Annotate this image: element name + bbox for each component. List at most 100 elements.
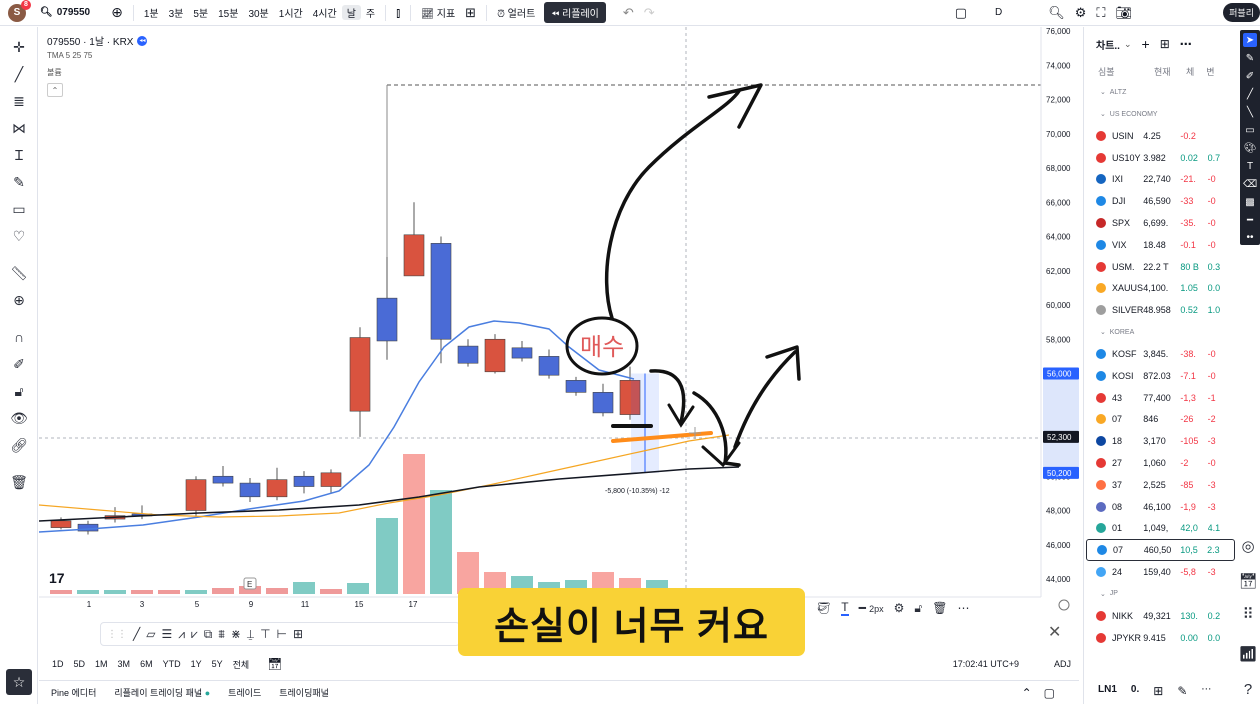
range-1m[interactable]: 1M xyxy=(95,659,108,669)
watchlist-row[interactable]: VIX 18.48 -0.1 -0 xyxy=(1084,234,1235,256)
text-icon[interactable]: T xyxy=(1246,160,1254,172)
interval-30m[interactable]: 30분 xyxy=(248,9,269,20)
grid-tool-icon[interactable]: ⊞ xyxy=(292,627,304,641)
range-ytd[interactable]: YTD xyxy=(162,659,181,669)
help-icon[interactable]: ? xyxy=(1243,680,1253,698)
footer-symbol[interactable]: LN1 xyxy=(1098,684,1117,695)
col-symbol[interactable]: 심볼 xyxy=(1098,66,1115,77)
zoom-in-icon[interactable]: ⊕ xyxy=(13,291,25,308)
brush-icon[interactable]: ╲ xyxy=(1246,106,1254,118)
range-5d[interactable]: 5D xyxy=(73,659,86,669)
publish-button[interactable]: 퍼블리 xyxy=(1223,3,1260,22)
layout-icon[interactable]: ▢ xyxy=(954,4,967,20)
brush-icon[interactable]: ✎ xyxy=(13,173,25,190)
footer-grid-icon[interactable]: ⊞ xyxy=(1153,684,1164,698)
target-icon[interactable]: ◎ xyxy=(1241,538,1255,555)
settings-icon[interactable]: ⚙ xyxy=(893,601,905,615)
close-toolbar-icon[interactable]: ✕ xyxy=(1048,624,1062,641)
pointer-icon[interactable]: ➤ xyxy=(1243,33,1257,47)
favorites-star-icon[interactable]: ☆ xyxy=(6,669,32,695)
xabcd-tool-icon[interactable]: ⋇ xyxy=(230,627,241,641)
date-range-icon[interactable]: ⊢ xyxy=(276,627,287,641)
lock-drawing-icon[interactable]: 🔓︎ xyxy=(914,600,923,615)
wave-tool-icon[interactable]: ⩘ xyxy=(178,626,186,641)
interval-week[interactable]: 주 xyxy=(365,9,376,20)
section-jp[interactable]: ⌄ JP xyxy=(1100,590,1118,598)
watchlist-row[interactable]: SILVER 48.958 0.52 1.0 xyxy=(1084,299,1235,321)
candle-body[interactable] xyxy=(484,338,506,373)
range-1y[interactable]: 1Y xyxy=(190,659,202,669)
candle-body[interactable] xyxy=(457,345,479,364)
trash-icon[interactable]: 🗑︎ xyxy=(10,473,28,490)
compare-add-icon[interactable]: ⊕ xyxy=(111,4,123,20)
clock-readout[interactable]: 17:02:41 UTC+9 xyxy=(952,659,1019,669)
interval-1h[interactable]: 1시간 xyxy=(278,9,303,20)
line-icon[interactable]: ╱ xyxy=(1246,88,1254,100)
candle-body[interactable] xyxy=(185,479,207,511)
watchlist-row[interactable]: IXI 22,740 -21. -0 xyxy=(1084,169,1235,191)
tab-pine-editor[interactable]: Pine 에디터 xyxy=(51,688,97,698)
eraser-icon[interactable]: ⌫ xyxy=(1242,178,1258,190)
gann-tool-icon[interactable]: ⩩ xyxy=(218,626,225,641)
col-price[interactable]: 현재 xyxy=(1154,66,1171,77)
pattern-icon[interactable]: ⋈ xyxy=(12,119,26,136)
calendar-icon[interactable]: 📅︎ xyxy=(1238,573,1258,590)
interval-3m[interactable]: 3분 xyxy=(168,9,184,20)
broadcast-icon[interactable]: 📶︎ xyxy=(1238,646,1258,663)
drag-handle-icon[interactable]: ⋮⋮ xyxy=(107,628,127,640)
footer-edit-icon[interactable]: ✎ xyxy=(1177,684,1188,698)
earnings-marker[interactable] xyxy=(243,577,257,590)
timeframe-selector[interactable]: D xyxy=(994,7,1003,18)
symbol-search[interactable]: 🔍︎ 079550 xyxy=(40,7,90,18)
settings-gear-icon[interactable]: ⚙ xyxy=(1074,4,1087,20)
fullscreen-icon[interactable]: ⛶ xyxy=(1096,4,1106,20)
candle-body[interactable] xyxy=(50,520,72,528)
quick-search-icon[interactable]: 🔍︎ xyxy=(1048,4,1065,20)
stroke-width-icon[interactable]: ━ xyxy=(1246,214,1254,226)
eye-icon[interactable]: 👁︎ xyxy=(10,409,28,426)
legend-volume[interactable]: 볼륨 xyxy=(47,68,62,77)
marker-icon[interactable]: ✐ xyxy=(1245,70,1255,82)
candle-body[interactable] xyxy=(430,243,452,340)
section-altz[interactable]: ⌄ ALTZ xyxy=(1100,88,1127,97)
watchlist-row[interactable]: 07 846 -26 -2 xyxy=(1084,409,1235,431)
measure-tool-icon[interactable]: ⊤ xyxy=(260,627,271,641)
undo-icon[interactable]: ↶ xyxy=(622,4,634,20)
camera-icon[interactable]: 📷︎ xyxy=(1115,4,1133,20)
watchlist-row[interactable]: 18 3,170 -105 -3 xyxy=(1084,430,1235,452)
interval-day[interactable]: 날 xyxy=(341,5,361,20)
more-icon[interactable]: ⋯ xyxy=(957,601,970,615)
pencil-lock-icon[interactable]: ✐ xyxy=(13,355,25,372)
zigzag-tool-icon[interactable]: ⩗ xyxy=(191,626,198,641)
adjust-toggle[interactable]: ADJ xyxy=(1053,659,1071,669)
rectangle-icon[interactable]: ▭ xyxy=(1245,124,1255,136)
footer-more-icon[interactable]: ⋯ xyxy=(1201,684,1212,695)
watchlist-row[interactable]: JPYKR 9.415 0.00 0.0 xyxy=(1084,627,1235,649)
fib-lines-icon[interactable]: ≣ xyxy=(13,92,25,109)
price-chart[interactable]: 76,000 74,000 72,000 70,000 68,000 66,000 64,0… xyxy=(39,27,1079,617)
candle-body[interactable] xyxy=(619,380,641,415)
range-6m[interactable]: 6M xyxy=(140,659,153,669)
table-view-icon[interactable]: ⊞ xyxy=(1159,37,1170,51)
watchlist-row[interactable]: SPX 6,699. -35. -0 xyxy=(1084,212,1235,234)
col-change[interactable]: 체 xyxy=(1186,66,1195,77)
line-tool-icon[interactable]: ╱ xyxy=(133,627,141,641)
section-us-economy[interactable]: ⌄ US ECONOMY xyxy=(1100,110,1158,119)
pattern-fill-icon[interactable]: ▩ xyxy=(1245,196,1255,208)
watchlist-row[interactable]: US10Y 3.982 0.02 0.7 xyxy=(1084,147,1235,169)
tab-replay-panel[interactable]: 리플레이 트레이딩 패널 ● xyxy=(114,686,210,699)
candle-body[interactable] xyxy=(349,337,371,412)
delete-drawing-icon[interactable]: 🗑︎ xyxy=(932,601,948,615)
palette-icon[interactable]: 🎨︎ xyxy=(1243,142,1257,154)
candle-body[interactable] xyxy=(511,347,533,359)
watchlist-row[interactable]: USIN 4.25 -0.2 xyxy=(1084,125,1235,147)
range-all[interactable]: 전체 xyxy=(232,659,250,670)
candle-body[interactable] xyxy=(538,356,560,376)
candle-type-icon[interactable]: ⫾ xyxy=(396,4,401,20)
watchlist-row[interactable]: NIKK 49,321 130. 0.2 xyxy=(1084,605,1235,627)
candle-body[interactable] xyxy=(403,234,425,277)
interval-4h[interactable]: 4시간 xyxy=(312,9,337,20)
legend-collapse-icon[interactable]: ⌃ xyxy=(47,83,63,97)
more-options-icon[interactable]: ⋯ xyxy=(1179,37,1192,51)
watchlist-row[interactable]: 07 460,50 10,5 2.3 xyxy=(1086,539,1235,562)
